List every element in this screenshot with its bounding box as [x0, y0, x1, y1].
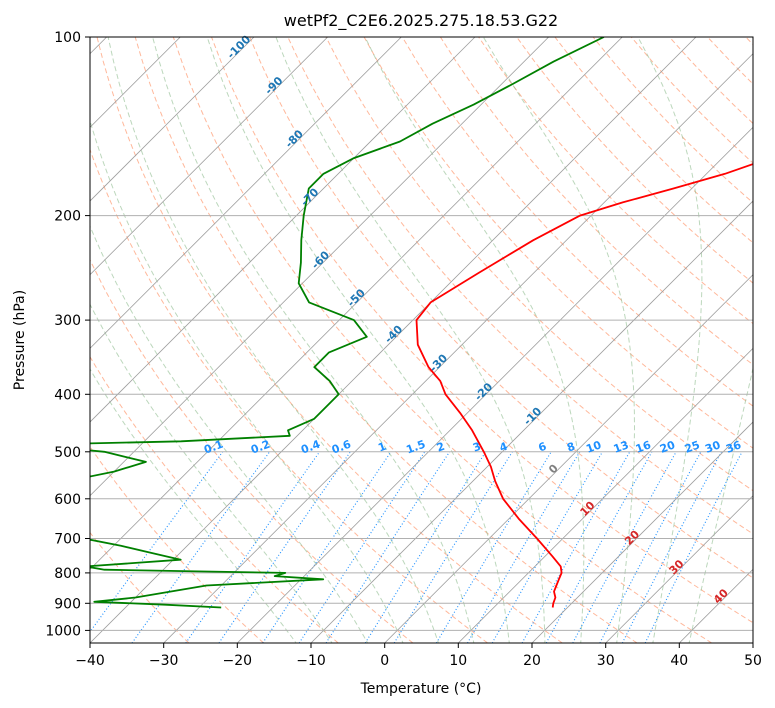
mixing-ratio-label: 16	[634, 438, 653, 456]
mixing-ratio-line	[599, 451, 702, 643]
isotherm-line	[90, 37, 402, 349]
x-tick-label: −30	[149, 653, 179, 669]
x-tick-label: 0	[380, 653, 389, 669]
x-tick-label: 10	[449, 653, 467, 669]
isotherm-line	[163, 53, 753, 643]
isotherm-line	[90, 37, 476, 423]
isotherm-line	[531, 421, 753, 643]
mixing-ratio-line	[467, 451, 581, 643]
dry-adiabat-line	[90, 445, 264, 643]
mixing-ratio-line	[131, 451, 271, 643]
chart-title: wetPf2_C2E6.2025.275.18.53.G22	[284, 11, 558, 31]
mixing-ratio-line	[393, 451, 513, 643]
x-tick-label: −40	[75, 653, 105, 669]
mixing-ratio-label: 3	[471, 440, 483, 455]
mixing-ratio-label: 6	[537, 440, 549, 455]
x-tick-label: 40	[670, 653, 688, 669]
y-tick-label: 900	[54, 596, 81, 612]
dry-adiabat-line	[249, 37, 753, 579]
mixing-ratio-label: 1.5	[404, 438, 427, 457]
y-tick-label: 600	[54, 492, 81, 508]
dry-adiabat-line	[172, 37, 712, 643]
x-tick-label: 20	[523, 653, 541, 669]
dry-adiabat-line	[96, 37, 563, 643]
dry-adiabat-line	[90, 531, 190, 643]
isotherm-line	[90, 37, 623, 570]
dry-adiabat-line	[211, 37, 753, 624]
dry-adiabat-line	[90, 355, 339, 643]
dry-adiabat-line	[516, 37, 753, 284]
isotherm-line	[384, 274, 753, 643]
x-tick-label: −10	[296, 653, 326, 669]
isotherm-line	[605, 495, 753, 643]
isotherm-line	[237, 126, 753, 643]
dry-adiabat-line	[325, 37, 753, 492]
temperature-line	[415, 163, 753, 608]
mixing-ratio-label: 20	[658, 438, 677, 456]
dry-adiabat-line	[439, 37, 753, 366]
dry-adiabat-line	[90, 148, 488, 643]
y-tick-label: 300	[54, 313, 81, 329]
dry-adiabat-line	[401, 37, 753, 407]
series-layer	[90, 37, 753, 609]
mixing-ratio-label: 36	[724, 438, 743, 456]
y-axis: 100 200 300 400 500 600 700 800 900 1000	[45, 30, 90, 639]
x-tick-label: 50	[744, 653, 762, 669]
dry-adiabat-line	[134, 37, 638, 643]
gridlines	[90, 37, 753, 643]
isotherm-line	[310, 200, 753, 643]
mixing-ratio-label: 8	[565, 440, 577, 455]
y-tick-label: 400	[54, 387, 81, 403]
mixing-ratio-label: 25	[683, 438, 702, 455]
x-tick-label: 30	[597, 653, 615, 669]
isotherm-line	[90, 37, 328, 276]
isotherm-line	[90, 37, 255, 202]
y-tick-label: 800	[54, 566, 81, 582]
mixing-ratio-label: 0.6	[330, 438, 353, 457]
mixing-ratio-label: 0.1	[202, 438, 225, 457]
mixing-ratio-label: 10	[584, 438, 603, 456]
mixing-ratio-label: 1	[376, 440, 388, 455]
y-axis-title: Pressure (hPa)	[12, 290, 28, 390]
dewpoint-line	[90, 37, 605, 609]
y-tick-label: 100	[54, 30, 81, 46]
isotherm-line	[90, 37, 697, 643]
x-tick-label: −20	[223, 653, 253, 669]
mixing-ratio-label: 13	[612, 438, 631, 455]
mixing-ratio-line	[298, 451, 426, 643]
mixing-ratio-line	[621, 451, 722, 643]
mixing-ratio-line	[572, 451, 677, 643]
y-tick-label: 1000	[45, 623, 81, 639]
x-axis: −40 −30 −20 −10 0 10 20 30 40 50	[75, 643, 762, 669]
moist-adiabat-line	[90, 119, 404, 643]
y-tick-label: 700	[54, 532, 81, 548]
mixing-ratio-label: 2	[435, 440, 447, 455]
isotherm-line	[458, 347, 753, 643]
y-tick-label: 500	[54, 445, 81, 461]
mixing-ratio-label: 0.2	[249, 438, 272, 457]
y-tick-label: 200	[54, 209, 81, 225]
isotherm-line	[90, 37, 549, 497]
mixing-ratio-label: 0.4	[299, 438, 322, 457]
mixing-ratio-line	[90, 451, 224, 633]
mixing-ratio-label: 4	[498, 440, 510, 455]
mixing-ratio-label: 30	[703, 438, 722, 456]
x-axis-title: Temperature (°C)	[360, 681, 482, 697]
plot-frame	[89, 36, 754, 644]
